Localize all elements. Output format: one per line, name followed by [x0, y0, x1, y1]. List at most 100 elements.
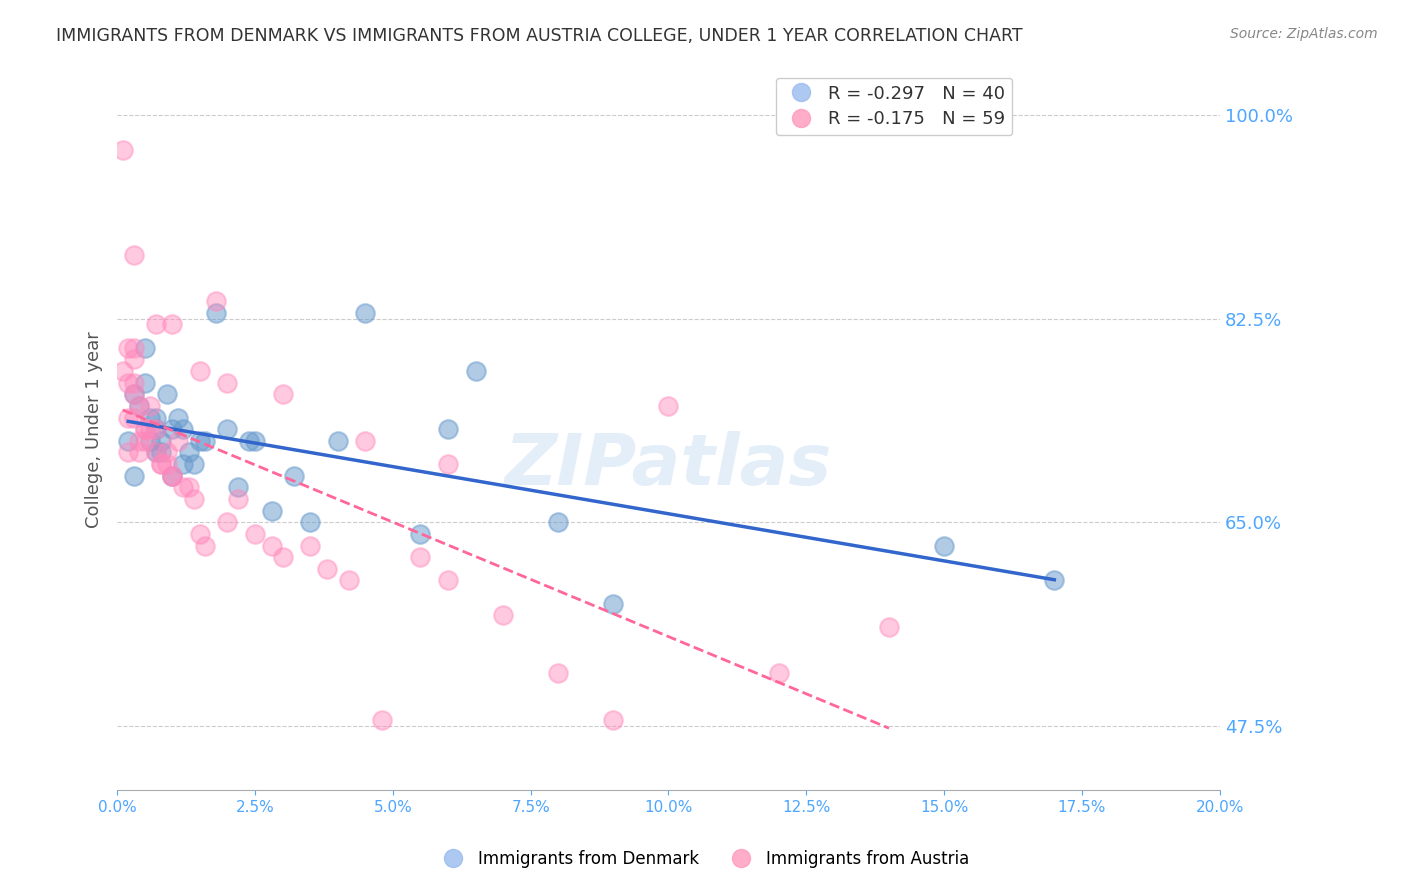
- Point: [228, 480, 250, 494]
- Point: [122, 376, 145, 390]
- Point: [337, 574, 360, 588]
- Point: [134, 376, 156, 390]
- Point: [139, 410, 162, 425]
- Point: [162, 468, 184, 483]
- Legend: R = -0.297   N = 40, R = -0.175   N = 59: R = -0.297 N = 40, R = -0.175 N = 59: [776, 78, 1012, 136]
- Point: [150, 445, 173, 459]
- Point: [205, 294, 228, 309]
- Point: [183, 457, 205, 471]
- Point: [122, 248, 145, 262]
- Point: [464, 364, 486, 378]
- Point: [437, 574, 460, 588]
- Point: [217, 422, 239, 436]
- Point: [932, 539, 955, 553]
- Point: [150, 457, 173, 471]
- Point: [768, 666, 790, 681]
- Point: [271, 550, 294, 565]
- Point: [117, 410, 139, 425]
- Point: [145, 445, 167, 459]
- Point: [172, 457, 194, 471]
- Point: [177, 480, 200, 494]
- Point: [166, 410, 188, 425]
- Point: [134, 422, 156, 436]
- Point: [134, 341, 156, 355]
- Point: [145, 422, 167, 436]
- Point: [150, 434, 173, 448]
- Text: Source: ZipAtlas.com: Source: ZipAtlas.com: [1230, 27, 1378, 41]
- Point: [145, 410, 167, 425]
- Y-axis label: College, Under 1 year: College, Under 1 year: [86, 331, 103, 527]
- Point: [354, 434, 377, 448]
- Point: [547, 666, 569, 681]
- Point: [194, 539, 217, 553]
- Point: [128, 399, 150, 413]
- Point: [122, 352, 145, 367]
- Point: [117, 445, 139, 459]
- Point: [492, 608, 515, 623]
- Point: [188, 527, 211, 541]
- Point: [260, 503, 283, 517]
- Point: [228, 491, 250, 506]
- Point: [183, 491, 205, 506]
- Point: [283, 468, 305, 483]
- Point: [315, 562, 337, 576]
- Point: [602, 597, 624, 611]
- Point: [122, 341, 145, 355]
- Point: [172, 480, 194, 494]
- Point: [117, 376, 139, 390]
- Point: [299, 539, 322, 553]
- Point: [139, 399, 162, 413]
- Point: [371, 713, 394, 727]
- Point: [162, 468, 184, 483]
- Point: [145, 445, 167, 459]
- Point: [437, 422, 460, 436]
- Point: [188, 434, 211, 448]
- Point: [409, 550, 432, 565]
- Point: [134, 422, 156, 436]
- Point: [437, 457, 460, 471]
- Point: [156, 387, 179, 401]
- Point: [162, 468, 184, 483]
- Point: [657, 399, 679, 413]
- Text: IMMIGRANTS FROM DENMARK VS IMMIGRANTS FROM AUSTRIA COLLEGE, UNDER 1 YEAR CORRELA: IMMIGRANTS FROM DENMARK VS IMMIGRANTS FR…: [56, 27, 1024, 45]
- Point: [111, 143, 134, 157]
- Point: [145, 318, 167, 332]
- Point: [150, 457, 173, 471]
- Point: [260, 539, 283, 553]
- Point: [1043, 574, 1066, 588]
- Point: [271, 387, 294, 401]
- Point: [243, 527, 266, 541]
- Point: [238, 434, 260, 448]
- Point: [122, 387, 145, 401]
- Point: [217, 376, 239, 390]
- Point: [602, 713, 624, 727]
- Point: [217, 515, 239, 529]
- Point: [139, 422, 162, 436]
- Point: [117, 434, 139, 448]
- Point: [299, 515, 322, 529]
- Point: [111, 364, 134, 378]
- Point: [156, 445, 179, 459]
- Point: [172, 422, 194, 436]
- Point: [156, 457, 179, 471]
- Point: [409, 527, 432, 541]
- Point: [145, 422, 167, 436]
- Point: [877, 620, 900, 634]
- Point: [177, 445, 200, 459]
- Point: [139, 434, 162, 448]
- Point: [243, 434, 266, 448]
- Point: [122, 387, 145, 401]
- Point: [205, 306, 228, 320]
- Legend: Immigrants from Denmark, Immigrants from Austria: Immigrants from Denmark, Immigrants from…: [430, 844, 976, 875]
- Point: [326, 434, 349, 448]
- Point: [122, 468, 145, 483]
- Point: [547, 515, 569, 529]
- Point: [128, 434, 150, 448]
- Point: [128, 399, 150, 413]
- Point: [134, 434, 156, 448]
- Point: [166, 434, 188, 448]
- Point: [162, 422, 184, 436]
- Point: [128, 445, 150, 459]
- Point: [194, 434, 217, 448]
- Point: [122, 410, 145, 425]
